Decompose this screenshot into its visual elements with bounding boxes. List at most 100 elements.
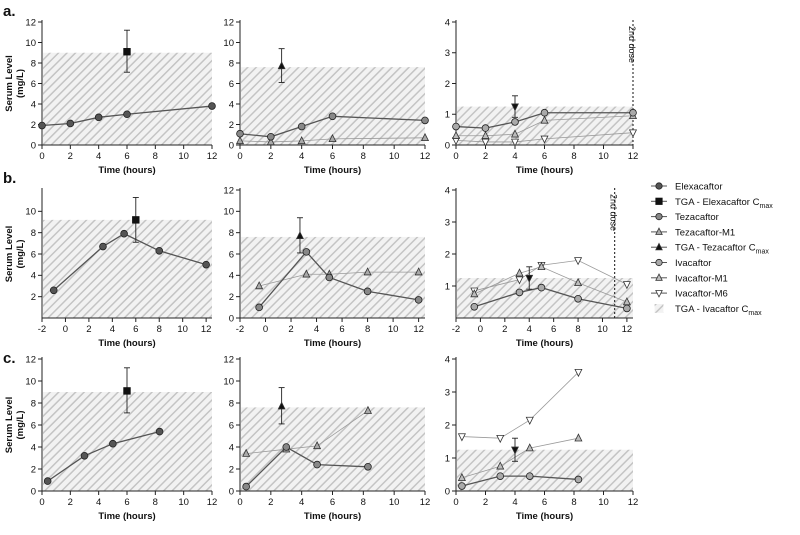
data-point-elexacaftor	[80, 451, 89, 460]
legend-label-main: Tezacaftor	[675, 212, 719, 223]
y-tick-label: 1	[445, 453, 450, 464]
y-tick-label: 12	[223, 17, 234, 28]
y-axis-title-line2: (mg/L)	[15, 410, 26, 439]
x-axis-title: Time (hours)	[516, 165, 573, 176]
x-tick-label: 8	[571, 497, 576, 508]
x-tick-label: 8	[571, 151, 576, 162]
y-axis-title-line2: (mg/L)	[15, 239, 26, 268]
tga-band	[241, 407, 425, 491]
x-tick-label: -2	[236, 324, 244, 335]
y-axis-title: Serum Level(mg/L)	[4, 226, 26, 283]
tga-band	[43, 219, 212, 318]
data-point-tezacaftor	[421, 116, 429, 125]
data-point-ivacaftor-m1	[496, 461, 505, 470]
x-axis-title: Time (hours)	[304, 338, 361, 349]
chart-a2: 0 2 4 6 8 10 12 0 2 4 6 8 10 12 Time (hours)	[223, 17, 430, 176]
data-point-tezacaftor-m1	[302, 269, 311, 278]
data-point-tezacaftor-m1	[328, 133, 337, 143]
y-axis-title: Serum Level(mg/L)	[4, 55, 26, 112]
y-tick-label: 0	[445, 486, 450, 497]
legend-label: Tezacaftor	[675, 212, 719, 223]
y-tick-label: 12	[25, 354, 36, 365]
data-point-tezacaftor-m1	[414, 267, 423, 276]
tga-cmax-marker	[132, 216, 140, 224]
x-tick-label: 10	[389, 497, 400, 508]
tga-cmax-marker	[525, 274, 534, 283]
legend-label-main: Ivacaftor-M6	[675, 289, 728, 300]
legend-label: Ivacaftor-M1	[675, 273, 728, 284]
data-point-tezacaftor-m1	[363, 267, 372, 276]
data-point-ivacaftor-m1	[515, 268, 524, 277]
tga-band	[457, 449, 633, 491]
x-tick-label: 2	[68, 151, 73, 162]
y-tick-label: 12	[223, 354, 234, 365]
data-point-elexacaftor	[109, 439, 117, 448]
y-tick-label: 4	[229, 271, 234, 282]
x-tick-label: 10	[178, 151, 189, 162]
data-point-ivacaftor	[496, 472, 505, 480]
x-tick-label: -2	[452, 324, 460, 335]
legend-label: Ivacaftor	[675, 258, 711, 269]
x-tick-label: 4	[299, 151, 304, 162]
data-point-ivacaftor-m6	[496, 434, 505, 444]
data-point-ivacaftor-m6	[628, 129, 638, 138]
legend-item: TGA - Elexacaftor Cmax	[651, 197, 773, 210]
y-tick-label: 4	[445, 354, 450, 365]
y-axis-title-line2: (mg/L)	[15, 69, 26, 98]
x-tick-label: 4	[512, 151, 517, 162]
data-point-tezacaftor	[363, 287, 372, 296]
tga-band	[43, 52, 212, 145]
legend-item: Ivacaftor-M6	[651, 289, 728, 300]
legend-item: Ivacaftor-M1	[651, 273, 728, 284]
y-tick-label: 2	[229, 464, 234, 475]
x-tick-label: 6	[330, 151, 335, 162]
legend-item: TGA - Tezacaftor Cmax	[651, 242, 769, 256]
series-line-tezacaftor-m1	[246, 410, 369, 454]
x-tick-label: 8	[575, 324, 580, 335]
legend-label-main: Ivacaftor	[675, 258, 711, 269]
y-axis-title: Serum Level(mg/L)	[4, 397, 26, 454]
data-point-ivacaftor-m6	[574, 368, 583, 378]
legend-label-main: TGA - Ivacaftor C	[675, 304, 749, 315]
x-tick-label: 12	[420, 151, 431, 162]
legend-label: TGA - Ivacaftor Cmax	[675, 304, 762, 317]
y-tick-label: 8	[31, 58, 36, 69]
y-tick-label: 6	[31, 420, 36, 431]
data-point-tezacaftor	[414, 296, 423, 304]
data-point-tezacaftor	[313, 460, 321, 469]
legend-item: Ivacaftor	[651, 258, 711, 269]
legend-marker	[655, 197, 663, 205]
legend-marker	[655, 290, 663, 298]
chart-c1: 0 2 4 6 8 10 12 0 2 4 6 8 10 12 Time (hours) Serum Leve…	[4, 354, 217, 522]
x-axis-title: Time (hours)	[304, 511, 361, 522]
data-point-ivacaftor-m1	[457, 472, 466, 482]
y-tick-label: 3	[445, 387, 450, 398]
data-point-tezacaftor	[255, 303, 263, 312]
legend-label: Tezacaftor-M1	[675, 227, 735, 238]
x-tick-label: 2	[502, 324, 507, 335]
x-tick-label: 12	[420, 497, 431, 508]
y-tick-label: 1	[445, 110, 450, 121]
second-dose-label: 2nd dose	[627, 26, 637, 63]
x-tick-label: 2	[86, 324, 91, 335]
y-tick-label: 2	[445, 420, 450, 431]
legend-label-subscript: max	[759, 203, 773, 210]
x-tick-label: 4	[527, 324, 532, 335]
x-tick-label: 6	[133, 324, 138, 335]
y-tick-label: 4	[445, 17, 450, 28]
data-point-elexacaftor	[43, 477, 52, 485]
x-tick-label: 8	[157, 324, 162, 335]
chart-c2: 0 2 4 6 8 10 12 0 2 4 6 8 10 12 Time (hours)	[223, 354, 430, 522]
y-tick-label: 10	[25, 207, 36, 218]
data-point-ivacaftor-m1	[537, 261, 546, 271]
data-point-ivacaftor	[470, 302, 479, 311]
y-tick-label: 4	[229, 442, 234, 453]
x-tick-label: 6	[542, 151, 547, 162]
data-point-ivacaftor	[629, 108, 637, 117]
tga-cmax-marker	[511, 103, 519, 112]
legend-label-main: Ivacaftor-M1	[675, 273, 728, 284]
data-point-tezacaftor	[328, 112, 337, 121]
y-tick-label: 4	[31, 99, 36, 110]
second-dose-label: 2nd dose	[609, 194, 619, 231]
